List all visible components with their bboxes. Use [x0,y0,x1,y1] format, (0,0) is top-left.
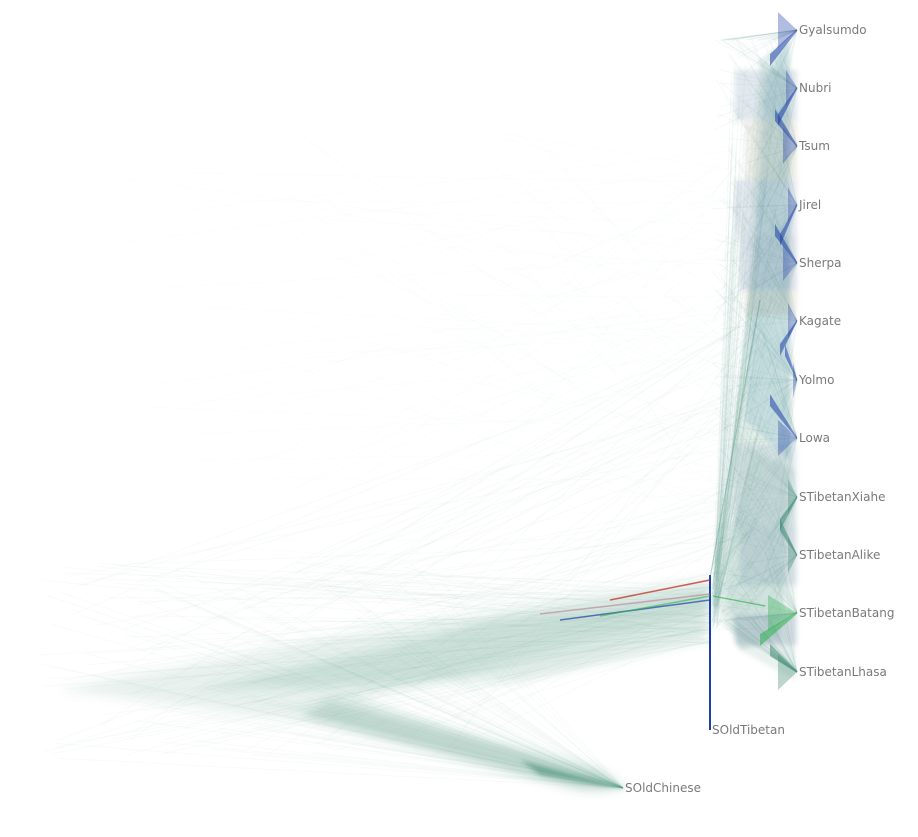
tip-labels: Gyalsumdo Nubri Tsum Jirel Sherpa Kagate Yolmo… [625,23,894,795]
consensus-trees [520,12,797,789]
tip-label-gyalsumdo: Gyalsumdo [799,23,867,37]
tip-label-lowa: Lowa [799,431,830,445]
tip-label-stibetanbatang: STibetanBatang [799,606,894,620]
tip-fan [775,109,797,147]
tip-label-sherpa: Sherpa [799,256,842,270]
tip-fan [780,204,797,246]
tip-fan [770,29,797,66]
clade-band [740,235,797,290]
clade-bands [735,70,797,645]
tip-fan [775,224,797,264]
clade-band [735,70,797,120]
tip-fan [778,87,797,126]
tip-label-jirel: Jirel [798,198,821,212]
tip-fan [780,519,797,556]
tip-label-nubri: Nubri [799,81,831,95]
tip-fans [760,12,797,690]
consensus-branch [599,595,711,617]
tip-label-stibetanlhasa: STibetanLhasa [799,665,887,679]
tree-cloud [60,29,798,792]
tip-fan [770,644,797,673]
clade-band [745,290,797,315]
tip-label-stibetanxiahe: STibetanXiahe [799,490,885,504]
clade-band [745,120,797,180]
consensus-branch [539,593,711,615]
consensus-branch [609,579,711,601]
tip-label-soldtibetan: SOldTibetan [712,723,785,737]
tip-label-yolmo: Yolmo [798,373,834,387]
tip-label-tsum: Tsum [798,139,830,153]
old-chinese-fan [520,760,623,789]
tip-fan [780,496,797,531]
tip-label-soldchinese: SOldChinese [625,781,701,795]
tip-fan [770,394,797,439]
tip-fan [785,344,797,381]
tip-label-stibetanalike: STibetanAlike [799,548,880,562]
tip-label-kagate: Kagate [799,314,841,328]
tip-fan [760,612,797,646]
root-density [60,578,710,792]
tip-fan [780,320,797,356]
